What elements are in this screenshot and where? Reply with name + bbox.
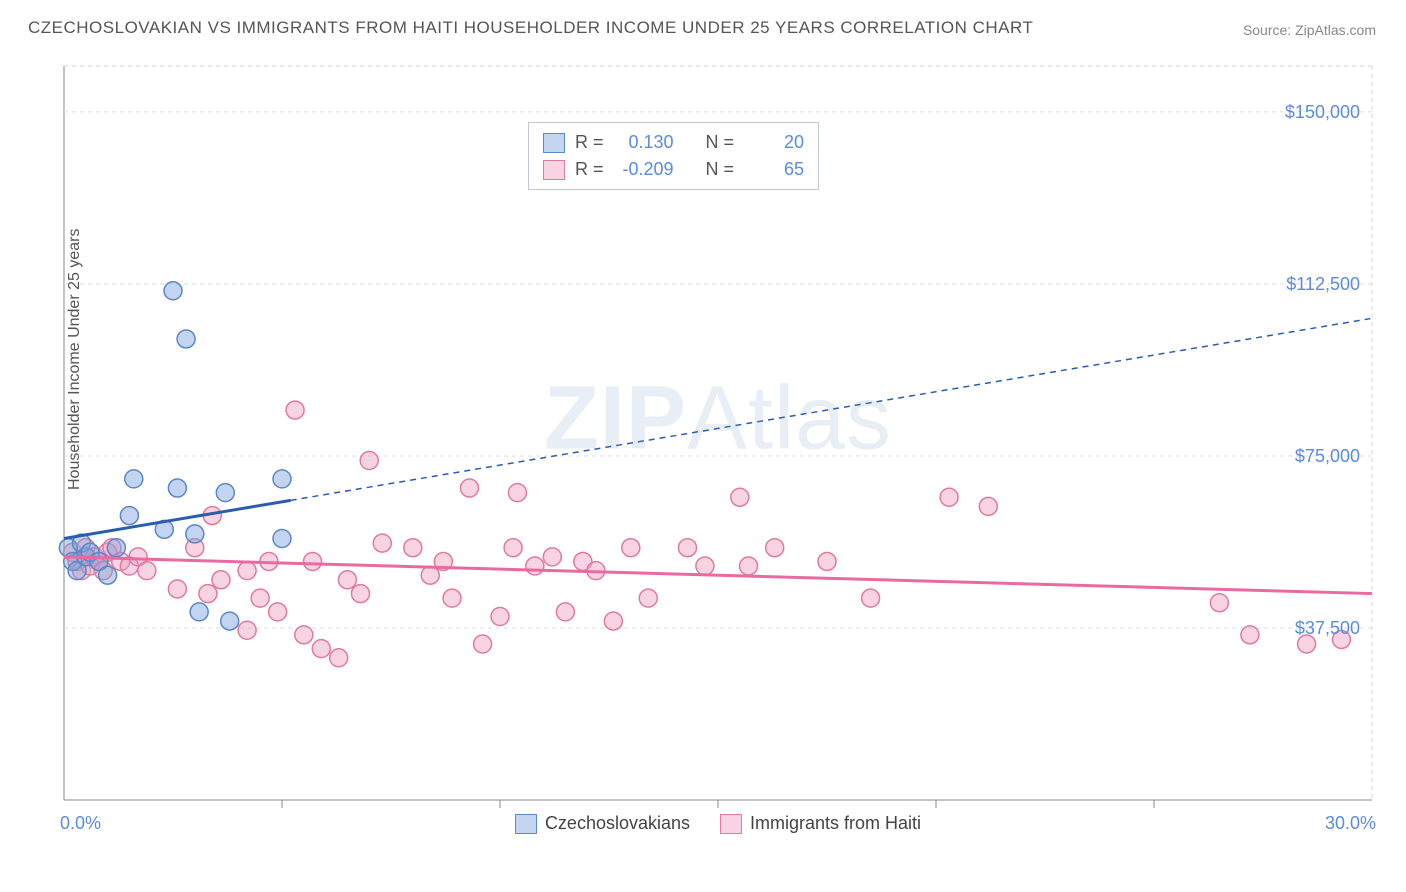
n-label: N = [706, 129, 735, 156]
y-tick-label: $112,500 [1286, 274, 1360, 295]
legend-swatch-1 [515, 814, 537, 834]
legend-label-2: Immigrants from Haiti [750, 813, 921, 834]
bottom-legend: Czechoslovakians Immigrants from Haiti [58, 813, 1378, 834]
legend-item-2: Immigrants from Haiti [720, 813, 921, 834]
swatch-series-2 [543, 160, 565, 180]
n-value-2: 65 [744, 156, 804, 183]
r-value-2: -0.209 [614, 156, 674, 183]
stats-row-series-1: R = 0.130 N = 20 [543, 129, 804, 156]
chart-title: CZECHOSLOVAKIAN VS IMMIGRANTS FROM HAITI… [28, 18, 1033, 38]
correlation-stats-box: R = 0.130 N = 20 R = -0.209 N = 65 [528, 122, 819, 190]
chart-container: Householder Income Under 25 years ZIPAtl… [58, 60, 1378, 840]
swatch-series-1 [543, 133, 565, 153]
y-axis-label: Householder Income Under 25 years [66, 229, 84, 490]
n-label: N = [706, 156, 735, 183]
source-attribution: Source: ZipAtlas.com [1243, 22, 1376, 38]
y-tick-label: $150,000 [1285, 102, 1360, 123]
legend-swatch-2 [720, 814, 742, 834]
stats-row-series-2: R = -0.209 N = 65 [543, 156, 804, 183]
r-label: R = [575, 156, 604, 183]
y-tick-label: $37,500 [1295, 618, 1360, 639]
y-tick-label: $75,000 [1295, 446, 1360, 467]
n-value-1: 20 [744, 129, 804, 156]
legend-label-1: Czechoslovakians [545, 813, 690, 834]
r-label: R = [575, 129, 604, 156]
legend-item-1: Czechoslovakians [515, 813, 690, 834]
r-value-1: 0.130 [614, 129, 674, 156]
